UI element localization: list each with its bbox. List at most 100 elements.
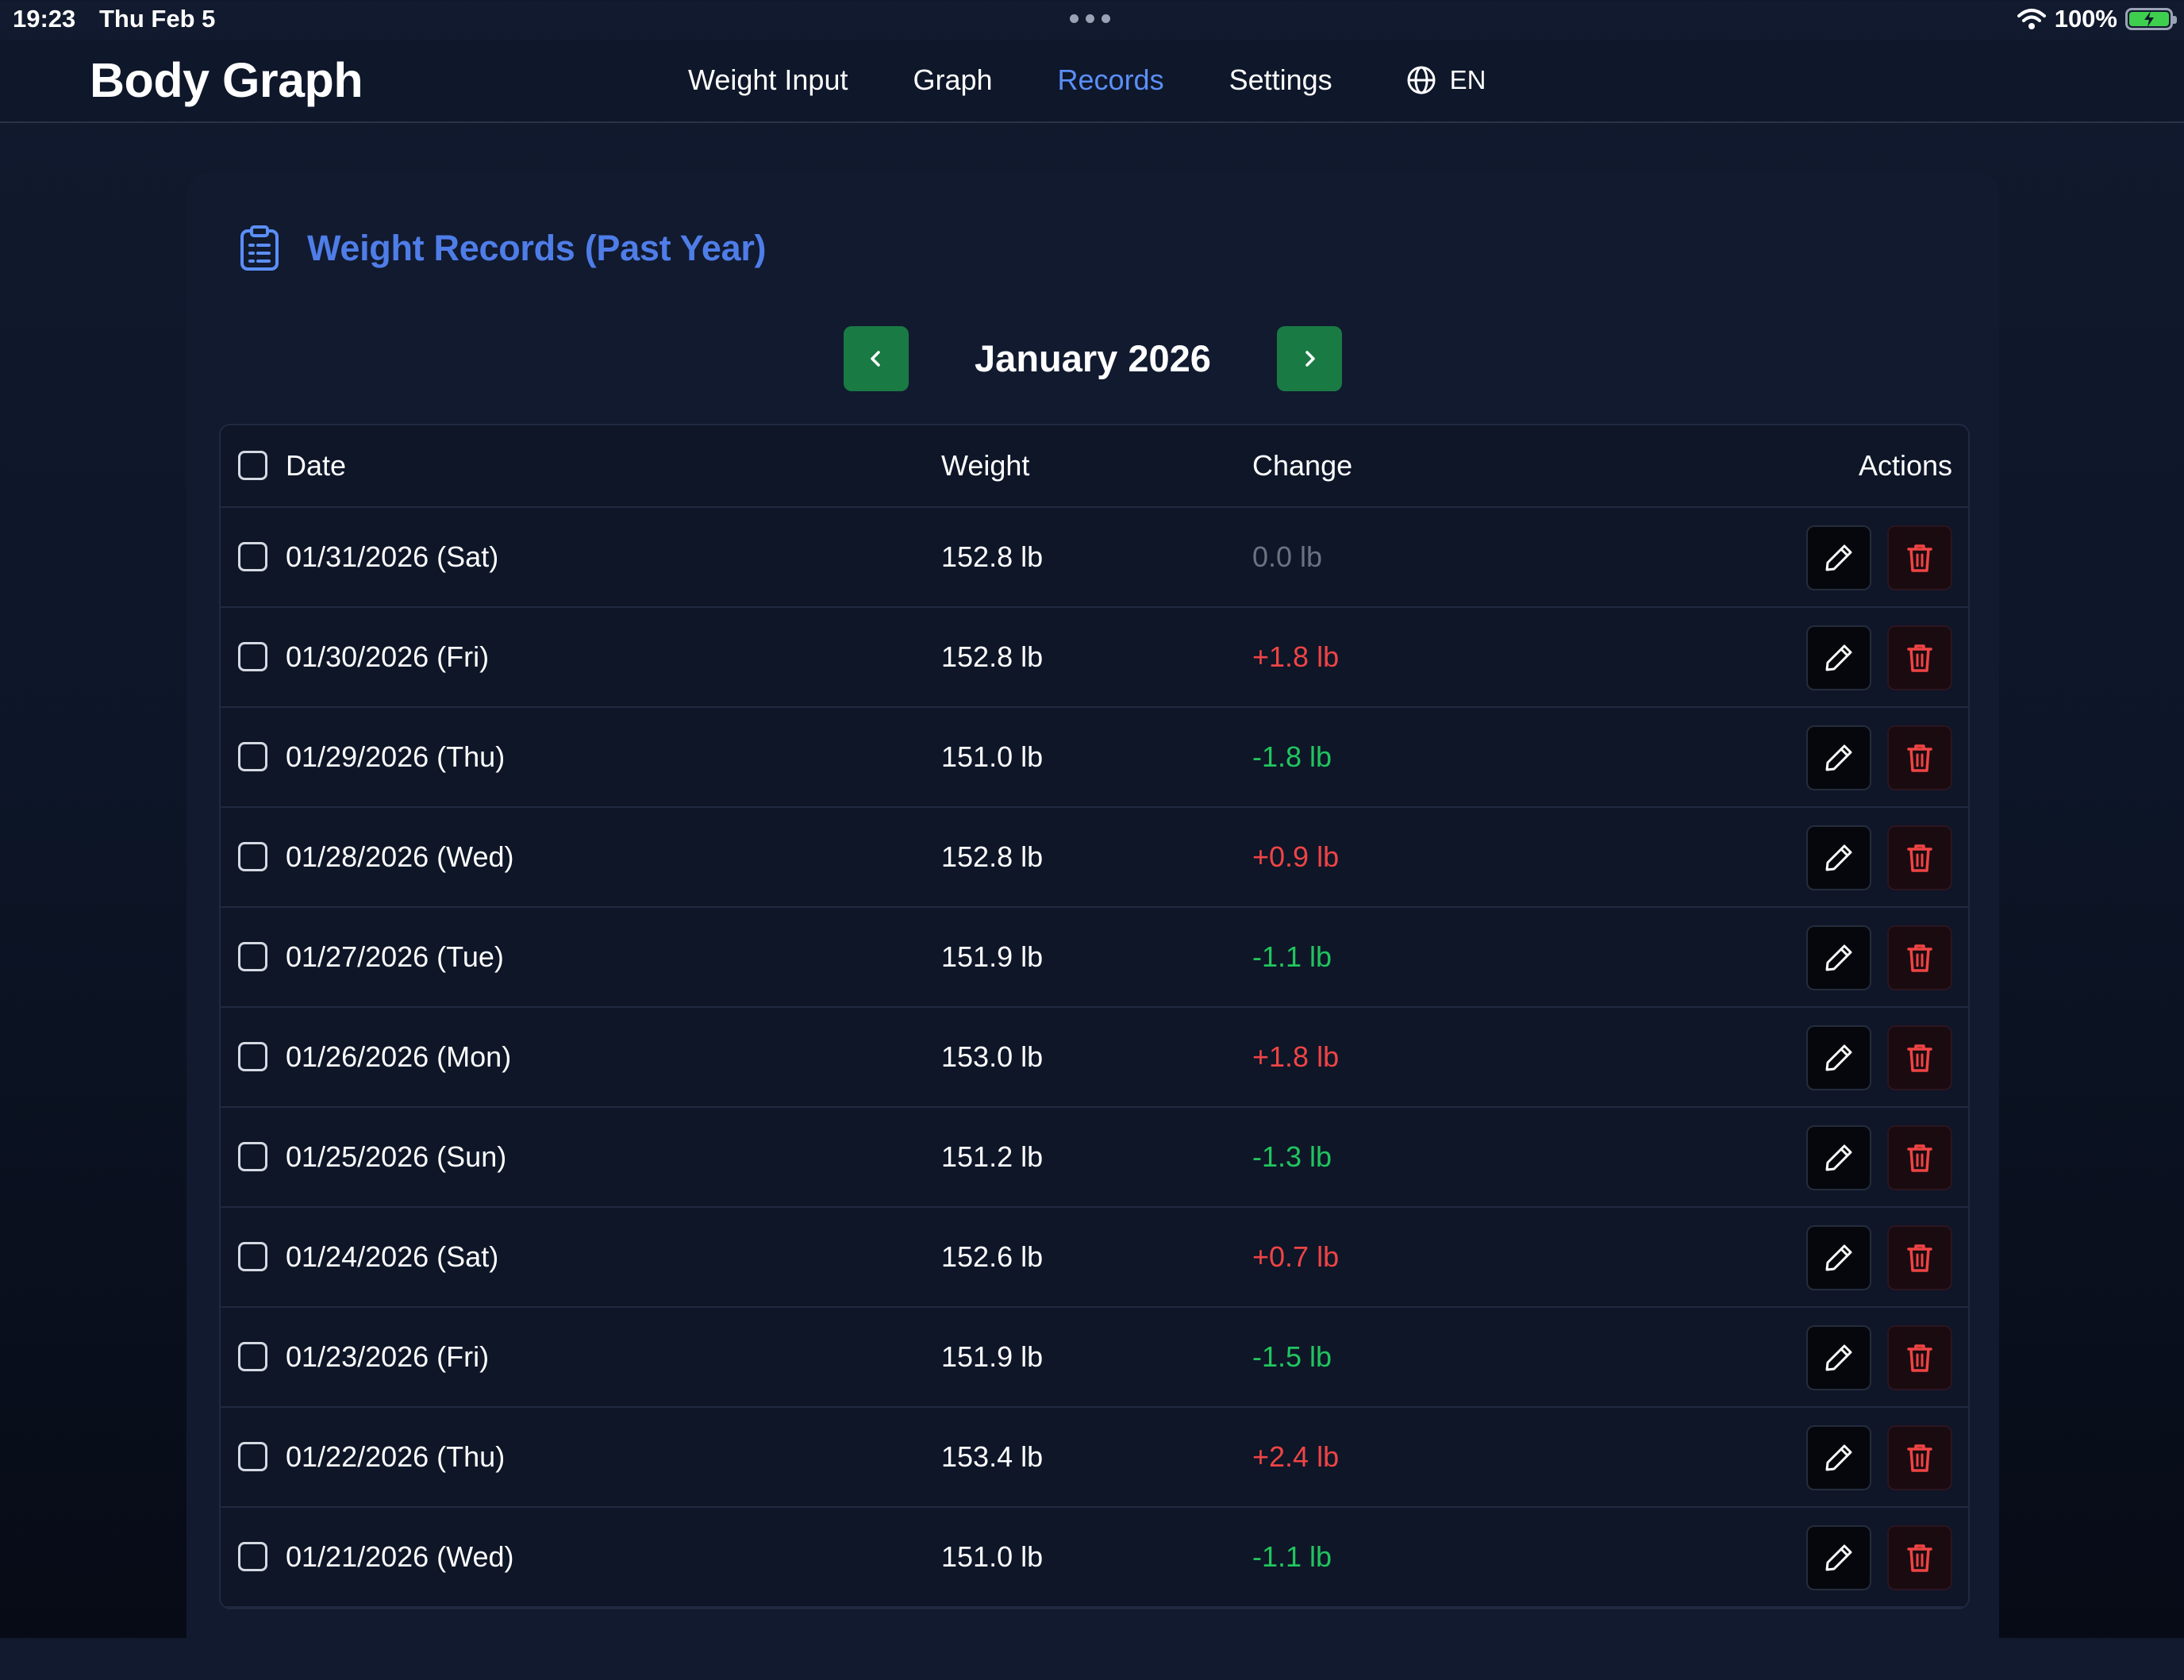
row-actions: [1806, 625, 1952, 690]
nav-records[interactable]: Records: [1057, 63, 1164, 96]
row-checkbox[interactable]: [238, 1342, 267, 1371]
row-actions: [1806, 725, 1952, 790]
pencil-icon: [1825, 1544, 1852, 1571]
record-change: +1.8 lb: [1252, 640, 1340, 673]
record-date: 01/29/2026 (Thu): [286, 740, 506, 773]
row-checkbox[interactable]: [238, 542, 267, 571]
row-checkbox[interactable]: [238, 742, 267, 771]
column-header-change: Change: [1252, 449, 1353, 482]
record-weight: 152.8 lb: [941, 840, 1044, 873]
delete-button[interactable]: [1887, 725, 1952, 790]
row-checkbox[interactable]: [238, 1142, 267, 1171]
language-selector[interactable]: EN: [1405, 59, 1486, 102]
edit-button[interactable]: [1806, 625, 1871, 690]
pencil-icon: [1825, 1244, 1852, 1271]
record-date: 01/22/2026 (Thu): [286, 1440, 506, 1473]
delete-button[interactable]: [1887, 525, 1952, 590]
nav-weight-input[interactable]: Weight Input: [688, 63, 848, 96]
next-month-button[interactable]: [1277, 326, 1342, 391]
globe-icon: [1407, 66, 1436, 94]
row-checkbox[interactable]: [238, 642, 267, 671]
table-header: Date Weight Change Actions: [221, 425, 1968, 508]
record-change: +1.8 lb: [1252, 1040, 1340, 1073]
table-row: 01/21/2026 (Wed) 151.0 lb -1.1 lb: [221, 1508, 1968, 1608]
delete-button[interactable]: [1887, 625, 1952, 690]
record-date: 01/28/2026 (Wed): [286, 840, 514, 873]
main-nav: Weight Input Graph Records Settings EN: [688, 59, 1486, 102]
delete-button[interactable]: [1887, 825, 1952, 890]
row-actions: [1806, 925, 1952, 990]
chevron-right-icon: [1305, 351, 1315, 367]
delete-button[interactable]: [1887, 1125, 1952, 1190]
table-row: 01/29/2026 (Thu) 151.0 lb -1.8 lb: [221, 708, 1968, 808]
table-row: 01/25/2026 (Sun) 151.2 lb -1.3 lb: [221, 1108, 1968, 1208]
record-weight: 151.0 lb: [941, 740, 1044, 773]
pencil-icon: [1825, 1344, 1852, 1371]
row-checkbox[interactable]: [238, 1442, 267, 1471]
row-actions: [1806, 525, 1952, 590]
record-change: +2.4 lb: [1252, 1440, 1340, 1473]
record-date: 01/30/2026 (Fri): [286, 640, 490, 673]
edit-button[interactable]: [1806, 1125, 1871, 1190]
delete-button[interactable]: [1887, 925, 1952, 990]
table-row: 01/28/2026 (Wed) 152.8 lb +0.9 lb: [221, 808, 1968, 908]
record-date: 01/23/2026 (Fri): [286, 1340, 490, 1373]
record-weight: 151.9 lb: [941, 1340, 1044, 1373]
multitasking-dots-icon[interactable]: [1070, 14, 1110, 23]
delete-button[interactable]: [1887, 1325, 1952, 1390]
delete-button[interactable]: [1887, 1425, 1952, 1490]
trash-icon: [1907, 1344, 1932, 1372]
pencil-icon: [1825, 944, 1852, 971]
row-actions: [1806, 825, 1952, 890]
edit-button[interactable]: [1806, 1325, 1871, 1390]
row-actions: [1806, 1125, 1952, 1190]
edit-button[interactable]: [1806, 1425, 1871, 1490]
month-navigator: January 2026: [186, 326, 1999, 391]
row-checkbox[interactable]: [238, 1542, 267, 1571]
prev-month-button[interactable]: [844, 326, 909, 391]
record-date: 01/27/2026 (Tue): [286, 940, 504, 973]
record-change: -1.5 lb: [1252, 1340, 1332, 1373]
trash-icon: [1907, 1044, 1932, 1072]
row-checkbox[interactable]: [238, 1242, 267, 1271]
row-checkbox[interactable]: [238, 1042, 267, 1071]
trash-icon: [1907, 544, 1932, 572]
edit-button[interactable]: [1806, 825, 1871, 890]
battery-percent: 100%: [2054, 5, 2117, 33]
edit-button[interactable]: [1806, 1025, 1871, 1090]
record-weight: 152.8 lb: [941, 540, 1044, 573]
nav-graph[interactable]: Graph: [913, 63, 993, 96]
record-change: -1.8 lb: [1252, 740, 1332, 773]
row-checkbox[interactable]: [238, 842, 267, 871]
select-all-checkbox[interactable]: [238, 451, 267, 480]
pencil-icon: [1825, 744, 1852, 771]
records-table: Date Weight Change Actions 01/31/2026 (S…: [219, 424, 1970, 1609]
status-bar: 19:23 Thu Feb 5 100%: [0, 0, 2184, 40]
records-card: Weight Records (Past Year) January 2026 …: [186, 172, 1999, 1680]
record-change: +0.9 lb: [1252, 840, 1340, 873]
record-date: 01/21/2026 (Wed): [286, 1540, 514, 1573]
chevron-left-icon: [871, 351, 880, 367]
row-checkbox[interactable]: [238, 942, 267, 971]
records-header: Weight Records (Past Year): [239, 225, 767, 272]
edit-button[interactable]: [1806, 725, 1871, 790]
pencil-icon: [1825, 544, 1852, 571]
trash-icon: [1907, 644, 1932, 672]
edit-button[interactable]: [1806, 525, 1871, 590]
row-actions: [1806, 1025, 1952, 1090]
record-weight: 152.8 lb: [941, 640, 1044, 673]
edit-button[interactable]: [1806, 925, 1871, 990]
current-month: January 2026: [975, 337, 1211, 379]
trash-icon: [1907, 844, 1932, 872]
edit-button[interactable]: [1806, 1225, 1871, 1290]
delete-button[interactable]: [1887, 1525, 1952, 1590]
trash-icon: [1907, 1144, 1932, 1172]
row-actions: [1806, 1225, 1952, 1290]
edit-button[interactable]: [1806, 1525, 1871, 1590]
status-date: Thu Feb 5: [99, 5, 216, 33]
delete-button[interactable]: [1887, 1025, 1952, 1090]
record-change: -1.1 lb: [1252, 1540, 1332, 1573]
delete-button[interactable]: [1887, 1225, 1952, 1290]
nav-settings[interactable]: Settings: [1228, 63, 1332, 96]
record-weight: 152.6 lb: [941, 1240, 1044, 1273]
